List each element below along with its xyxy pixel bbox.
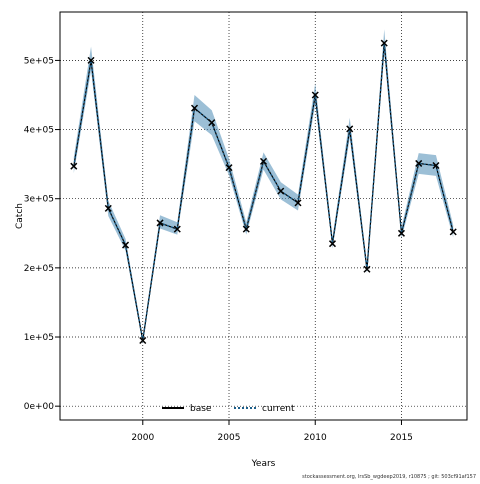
observed-point-stroke-b — [311, 91, 319, 99]
observed-point-stroke-b — [346, 125, 354, 133]
observed-point-2017 — [432, 161, 440, 170]
observed-point-stroke-b — [449, 228, 457, 236]
observed-point-stroke-b — [156, 219, 164, 227]
observed-point-stroke-b — [87, 56, 95, 64]
observed-point-stroke-b — [328, 240, 337, 248]
y-tick-label-0: 0e+00 — [24, 402, 55, 412]
observed-point-2014 — [380, 39, 388, 47]
legend-label-base: base — [190, 404, 212, 414]
observed-point-stroke-b — [225, 164, 233, 172]
observed-point-1997 — [87, 56, 95, 64]
observed-point-1996 — [70, 162, 78, 170]
observed-point-stroke-b — [363, 265, 371, 273]
plot-frame — [59, 11, 468, 421]
observed-point-stroke-b — [173, 225, 181, 233]
x-tick-label-1: 2005 — [218, 433, 241, 443]
observed-point-stroke-b — [380, 39, 388, 47]
observed-point-stroke-b — [242, 225, 250, 233]
observed-point-stroke-b — [139, 336, 147, 345]
x-tick-label-3: 2015 — [390, 433, 413, 443]
observed-point-stroke-b — [122, 241, 130, 249]
observed-point-2010 — [311, 91, 319, 99]
observed-point-stroke-b — [190, 104, 199, 112]
x-tick-label-0: 2000 — [131, 433, 154, 443]
observed-point-2016 — [415, 159, 423, 167]
footer-credit: stockassessment.org, IrsSb_wgdeep2019, r… — [302, 474, 476, 480]
y-tick-label-1: 1e+05 — [24, 333, 54, 343]
grid-layer — [60, 12, 467, 420]
observed-point-stroke-b — [415, 159, 423, 167]
observed-point-2006 — [242, 225, 250, 233]
observed-point-stroke-b — [104, 204, 112, 212]
observed-point-1999 — [122, 241, 130, 249]
observed-point-2009 — [294, 199, 302, 207]
observed-point-stroke-b — [259, 157, 268, 165]
x-tick-label-2: 2010 — [304, 433, 327, 443]
observed-point-2011 — [328, 240, 337, 248]
legend-label-current: current — [262, 404, 295, 414]
x-axis-label: Years — [251, 459, 276, 469]
observed-point-stroke-b — [432, 161, 440, 170]
observed-point-stroke-b — [70, 162, 78, 170]
observed-point-2001 — [156, 219, 164, 227]
y-tick-label-2: 2e+05 — [24, 264, 54, 274]
observed-point-2008 — [277, 187, 285, 195]
tick-layer: 2000 2005 2010 2015 0e+00 1e+05 2e+05 3e+05 4e+0… — [24, 56, 413, 443]
observed-point-2003 — [190, 104, 199, 112]
observed-point-2015 — [397, 229, 405, 237]
observed-point-stroke-b — [294, 199, 302, 207]
observed-point-layer — [70, 39, 457, 345]
y-tick-label-3: 3e+05 — [24, 195, 54, 205]
observed-point-2012 — [346, 125, 354, 133]
observed-point-2007 — [259, 157, 268, 165]
observed-point-stroke-b — [397, 229, 405, 237]
y-tick-label-4: 4e+05 — [24, 126, 54, 136]
y-tick-label-5: 5e+05 — [24, 56, 54, 66]
observed-point-stroke-b — [277, 187, 285, 195]
observed-point-2005 — [225, 164, 233, 172]
observed-point-1998 — [104, 204, 112, 212]
observed-point-2000 — [139, 336, 147, 345]
y-axis-label: Catch — [15, 203, 25, 229]
observed-point-2013 — [363, 265, 371, 273]
observed-point-2004 — [208, 119, 216, 127]
legend: base current — [162, 404, 295, 414]
observed-point-2018 — [449, 228, 457, 236]
observed-point-stroke-b — [208, 119, 216, 127]
observed-point-2002 — [173, 225, 181, 233]
